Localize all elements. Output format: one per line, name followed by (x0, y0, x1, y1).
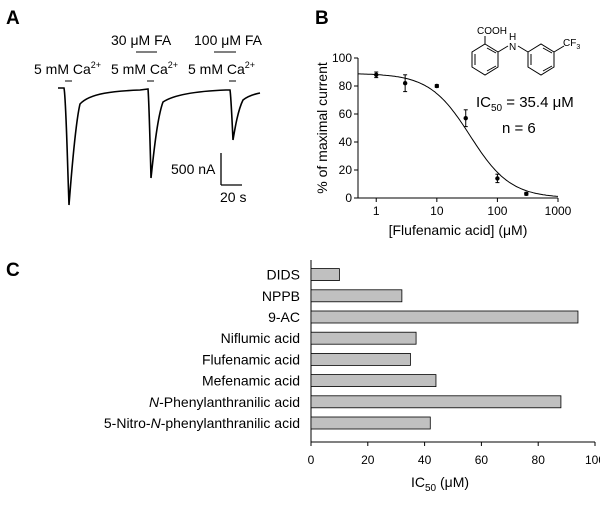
c-x-tick-label: 40 (418, 453, 432, 467)
b-y-tick-label: 0 (345, 191, 352, 205)
data-point (463, 116, 468, 121)
data-points (374, 71, 529, 196)
b-y-ticks: 0 20 40 60 80 100 (332, 51, 358, 205)
b-x-tick-label: 10 (430, 204, 444, 218)
category-label: N-Phenylanthranilic acid (149, 394, 300, 410)
c-x-axis-label: IC50 (μM) (411, 474, 469, 494)
bars (310, 268, 579, 430)
b-x-ticks: 1 10 100 1000 (373, 198, 572, 218)
data-point (374, 72, 379, 78)
c-x-tick-label: 60 (475, 453, 489, 467)
label-30um-fa: 30 μM FA (111, 32, 172, 48)
flufenamic-acid-structure (471, 36, 565, 76)
bar (310, 310, 579, 324)
structure-cooh: COOH (477, 26, 507, 37)
n-annotation: n = 6 (502, 120, 536, 137)
bar (310, 374, 437, 388)
panel-a: 30 μM FA 100 μM FA 5 mM Ca2+ 5 mM Ca2+ 5… (34, 32, 263, 206)
category-label: 5-Nitro-N-phenylanthranilic acid (104, 415, 300, 431)
ca-label-3: 5 mM Ca2+ (188, 60, 255, 77)
c-x-tick-label: 0 (308, 453, 315, 467)
panel-c: DIDS NPPB 9-AC Niflumic acid Flufenamic acid… (104, 260, 600, 494)
b-y-tick-label: 60 (339, 107, 353, 121)
b-x-tick-label: 1 (373, 204, 380, 218)
bar (310, 331, 417, 345)
data-point (495, 176, 500, 181)
scale-time-label: 20 s (220, 189, 246, 205)
b-y-tick-label: 20 (339, 163, 353, 177)
category-label: 9-AC (268, 309, 300, 325)
current-trace (58, 87, 261, 206)
structure-cf3: CF3 (563, 38, 580, 51)
category-label: DIDS (267, 267, 300, 283)
bar (310, 416, 431, 430)
b-y-tick-label: 100 (332, 51, 352, 65)
b-x-tick-label: 1000 (545, 204, 572, 218)
b-y-axis-label: % of maximal current (314, 62, 330, 194)
c-x-tick-label: 100 (585, 453, 600, 467)
b-y-tick-label: 80 (339, 79, 353, 93)
data-point (524, 191, 529, 196)
scale-current-label: 500 nA (171, 161, 216, 177)
label-100um-fa: 100 μM FA (194, 32, 263, 48)
structure-nh: H (509, 32, 516, 43)
data-point (434, 83, 440, 89)
data-point (402, 81, 408, 86)
c-x-tick-label: 20 (361, 453, 375, 467)
c-x-ticks: 0 20 40 60 80 100 (308, 442, 600, 467)
fit-curve (358, 73, 559, 197)
scale-bar (220, 153, 242, 186)
category-label: Mefenamic acid (202, 373, 300, 389)
ic50-annotation: IC50 = 35.4 μM (476, 94, 574, 114)
panel-b: 0 20 40 60 80 100 1 10 100 1000 % of maximal cur… (314, 26, 580, 238)
category-label: Flufenamic acid (202, 351, 300, 367)
c-x-tick-label: 80 (532, 453, 546, 467)
bar (310, 289, 403, 303)
bar (310, 268, 340, 282)
ca-label-2: 5 mM Ca2+ (111, 60, 178, 77)
panel-label-c: C (6, 260, 20, 281)
category-label: NPPB (262, 288, 300, 304)
b-y-tick-label: 40 (339, 135, 353, 149)
panel-label-a: A (6, 8, 20, 29)
category-labels: DIDS NPPB 9-AC Niflumic acid Flufenamic acid… (104, 267, 300, 431)
b-x-tick-label: 100 (487, 204, 507, 218)
panel-label-b: B (315, 8, 329, 29)
ca-label-1: 5 mM Ca2+ (34, 60, 101, 77)
structure-n: N (509, 42, 516, 53)
bar (310, 352, 411, 366)
bar (310, 395, 562, 409)
category-label: Niflumic acid (221, 330, 300, 346)
b-x-axis-label: [Flufenamic acid] (μM) (389, 222, 528, 238)
